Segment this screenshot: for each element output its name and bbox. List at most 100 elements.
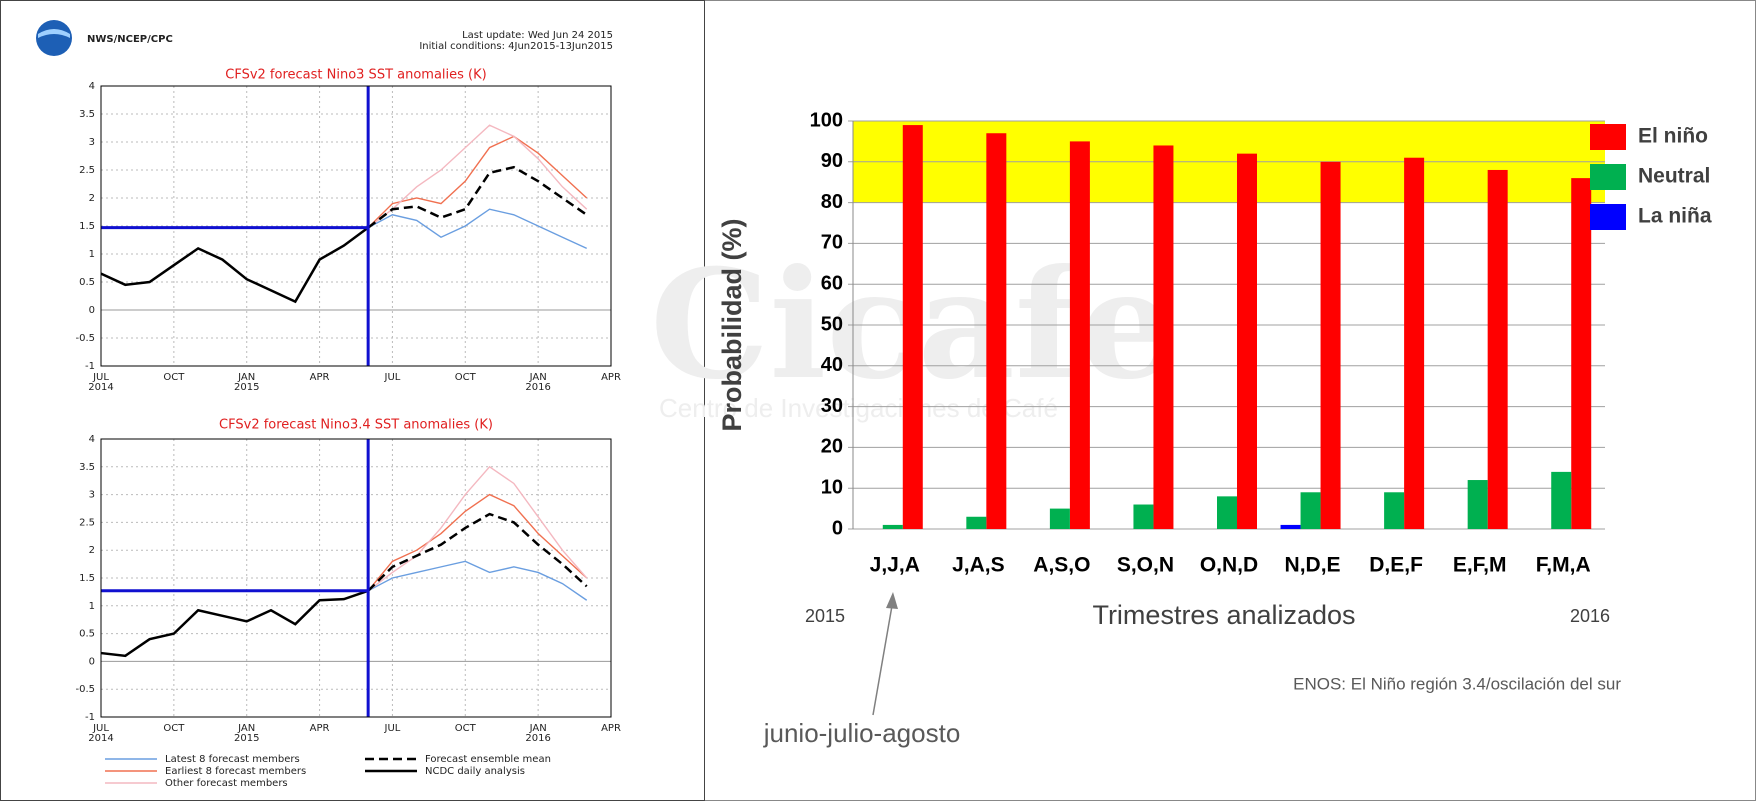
x-tick-sublabel: 2016 [525, 382, 550, 393]
bar [1237, 153, 1257, 529]
bar [1487, 169, 1508, 529]
initial-conditions: Initial conditions: 4Jun2015-13Jun2015 [419, 41, 613, 52]
legend-swatch [1590, 204, 1626, 230]
x-tick-label: OCT [455, 723, 477, 734]
bar [966, 516, 987, 529]
series-line [367, 560, 588, 601]
x-tick-label: J,A,S [952, 554, 1005, 577]
y-tick-label: 90 [821, 150, 843, 172]
legend-label: Forecast ensemble mean [425, 754, 551, 765]
y-tick-label: 1.5 [79, 573, 95, 584]
callout-arrowhead [886, 592, 898, 609]
y-tick-label: 1 [89, 249, 95, 260]
chart-title: CFSv2 forecast Nino3 SST anomalies (K) [225, 68, 486, 83]
y-tick-label: 3 [89, 490, 95, 501]
x-tick-label: JAN [529, 723, 547, 734]
x-tick-label: S,O,N [1117, 554, 1174, 577]
bar [1049, 508, 1070, 529]
y-tick-label: 70 [821, 232, 843, 254]
bar [1153, 145, 1174, 530]
y-tick-label: 20 [821, 436, 843, 458]
x-tick-label: APR [601, 372, 621, 383]
x-tick-label: OCT [163, 723, 185, 734]
bar [1467, 480, 1488, 529]
y-tick-label: 2.5 [79, 517, 95, 528]
y-tick-label: -1 [85, 712, 95, 723]
x-axis-title: Trimestres analizados [1092, 600, 1355, 630]
y-tick-label: 0.5 [79, 629, 95, 640]
series-line [367, 208, 588, 250]
agency: NWS/NCEP/CPC [87, 34, 173, 45]
series-line [100, 226, 369, 304]
y-tick-label: 4 [89, 81, 95, 92]
x-tick-label: N,D,E [1285, 554, 1341, 577]
x-tick-sublabel: 2016 [525, 733, 550, 744]
y-tick-label: 1 [89, 601, 95, 612]
x-tick-label: E,F,M [1453, 554, 1507, 577]
y-axis-title: Probabilidad (%) [717, 218, 747, 431]
x-tick-label: JAN [237, 372, 255, 383]
y-tick-label: 4 [89, 434, 95, 445]
x-tick-label: JAN [237, 723, 255, 734]
legend-label: Latest 8 forecast members [165, 754, 300, 765]
bar [1069, 141, 1090, 529]
x-tick-label: J,J,A [870, 554, 920, 577]
legend-label: El niño [1638, 125, 1708, 148]
y-tick-label: 0.5 [79, 277, 95, 288]
year-end: 2016 [1570, 606, 1610, 626]
legend-swatch [1590, 164, 1626, 190]
bar [1133, 504, 1154, 529]
bar [1384, 492, 1405, 529]
y-tick-label: 3 [89, 137, 95, 148]
x-tick-label: JAN [529, 372, 547, 383]
x-tick-label: D,E,F [1369, 554, 1423, 577]
series-line [100, 589, 369, 658]
legend-label: Other forecast members [165, 778, 288, 789]
x-tick-label: JUL [92, 372, 109, 383]
x-tick-label: JUL [92, 723, 109, 734]
x-tick-label: O,N,D [1200, 554, 1258, 577]
callout: junio-julio-agosto [763, 718, 961, 748]
bar [882, 524, 903, 529]
series-line [367, 135, 588, 229]
y-tick-label: 0 [89, 656, 95, 667]
y-tick-label: 10 [821, 476, 843, 498]
bar [1404, 157, 1425, 529]
x-tick-label: APR [310, 723, 330, 734]
legend-swatch [1590, 124, 1626, 150]
note: ENOS: El Niño región 3.4/oscilación del … [1293, 674, 1621, 693]
bar [1320, 161, 1341, 530]
legend-label: Neutral [1638, 165, 1710, 188]
bar [986, 133, 1007, 530]
x-tick-label: OCT [163, 372, 185, 383]
x-tick-label: APR [310, 372, 330, 383]
y-tick-label: 1.5 [79, 221, 95, 232]
left-panel-frame [0, 0, 705, 801]
x-tick-label: F,M,A [1536, 554, 1591, 577]
y-tick-label: -0.5 [75, 333, 95, 344]
y-tick-label: -1 [85, 361, 95, 372]
year-start: 2015 [805, 606, 845, 626]
noaa-logo [36, 20, 72, 56]
bar [902, 125, 923, 529]
y-tick-label: 0 [89, 305, 95, 316]
callout-arrow [872, 599, 894, 716]
bar [1551, 471, 1572, 529]
y-tick-label: -0.5 [75, 684, 95, 695]
last-update: Last update: Wed Jun 24 2015 [462, 30, 613, 41]
series-line [367, 465, 588, 592]
y-tick-label: 80 [821, 191, 843, 213]
y-tick-label: 40 [821, 354, 843, 376]
y-tick-label: 100 [810, 109, 843, 131]
x-tick-sublabel: 2015 [234, 382, 259, 393]
bar [1571, 178, 1592, 529]
series-line [367, 165, 588, 229]
x-tick-label: APR [601, 723, 621, 734]
x-tick-label: JUL [384, 372, 401, 383]
plot-frame [100, 438, 612, 718]
y-tick-label: 3.5 [79, 462, 95, 473]
y-tick-label: 2 [89, 545, 95, 556]
y-tick-label: 0 [832, 517, 843, 539]
series-line [367, 124, 588, 229]
